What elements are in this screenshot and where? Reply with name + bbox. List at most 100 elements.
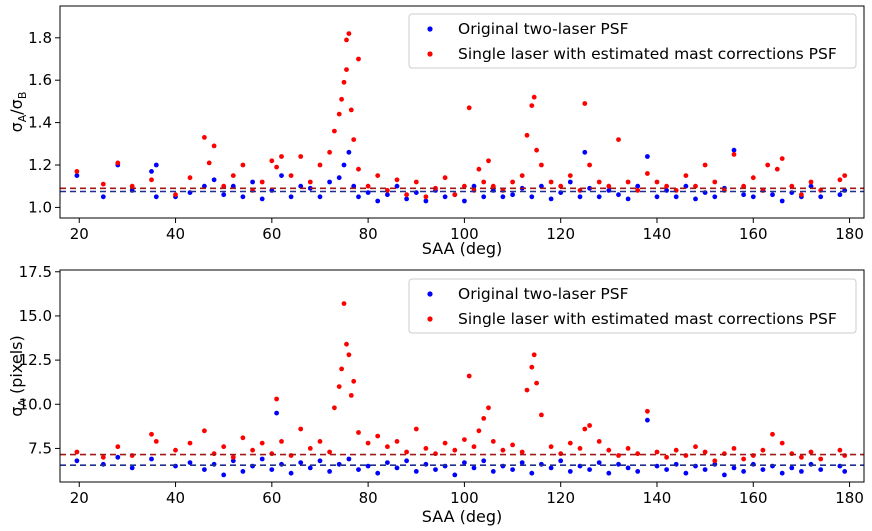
point-original-44 [548,465,554,471]
point-single-21 [317,439,323,444]
point-single-31 [351,137,357,143]
point-single-23 [332,405,337,411]
point-single-60 [577,446,583,451]
x-tick-label: 40 [166,225,185,243]
point-single-61 [567,173,573,179]
point-original-9 [202,183,207,189]
y-tick-label: 1.8 [28,29,52,47]
y-tick-label: 12.5 [19,351,52,369]
point-original-71 [770,192,775,198]
point-original-74 [842,469,848,474]
point-single-24 [336,111,342,117]
point-single-64 [587,162,592,168]
point-original-51 [616,461,621,467]
point-single-4 [149,431,154,437]
point-single-86 [789,183,795,189]
point-original-67 [731,147,737,153]
y-ticks-top: 1.0 1.2 1.4 1.6 1.8 [28,29,60,216]
point-original-61 [673,194,679,200]
point-original-72 [818,467,824,472]
x-tick-label: 80 [359,489,378,507]
point-single-82 [779,440,785,446]
point-original-63 [693,196,698,202]
point-original-10 [230,458,236,464]
point-original-42 [529,470,535,476]
point-single-8 [206,160,212,166]
point-single-57 [534,147,539,153]
point-single-80 [741,183,746,189]
point-original-21 [327,469,332,474]
point-original-41 [519,460,525,465]
y-tick-label: 15.0 [19,307,52,325]
point-original-32 [433,467,438,472]
point-single-81 [750,175,756,181]
point-original-42 [500,194,506,200]
point-single-25 [339,366,344,372]
point-single-37 [394,177,400,183]
x-tick-label: 120 [546,225,575,243]
point-original-2 [115,454,121,460]
plot-frame-bottom [59,269,865,483]
legend-top: Original two-laser PSF Single laser with… [408,13,857,69]
point-single-22 [327,149,332,155]
point-single-69 [654,449,660,455]
point-original-48 [587,467,592,472]
point-single-83 [765,162,771,168]
point-original-27 [356,194,361,200]
point-single-52 [510,179,515,185]
point-single-41 [452,447,458,453]
y-tick-label: 10.0 [19,395,52,413]
x-tick-label: 20 [70,489,89,507]
point-original-6 [187,460,193,465]
point-single-62 [587,423,592,428]
point-original-23 [346,456,352,462]
point-single-64 [606,447,612,453]
x-tick-label: 20 [70,225,89,243]
point-original-68 [741,192,746,198]
point-single-55 [534,380,539,386]
point-single-19 [298,426,304,432]
point-single-90 [837,177,843,183]
x-tick-label: 180 [835,489,864,507]
point-original-38 [490,469,496,474]
point-single-8 [202,428,207,434]
point-single-71 [654,179,660,185]
point-original-64 [741,469,746,474]
point-single-49 [500,447,506,453]
point-original-50 [606,470,612,476]
point-single-56 [531,94,537,100]
legend-box-top [408,13,857,69]
point-single-72 [664,183,669,189]
point-original-76 [818,194,824,200]
point-original-26 [375,470,381,476]
point-single-23 [332,128,337,134]
point-original-43 [510,192,515,198]
point-original-52 [587,185,592,191]
point-original-56 [625,196,631,202]
x-tick-label: 80 [359,225,378,243]
point-original-36 [471,465,477,471]
point-single-63 [582,101,588,106]
point-single-50 [510,442,515,448]
point-original-39 [471,183,477,189]
point-single-77 [731,446,737,451]
point-single-22 [327,449,332,455]
point-single-59 [548,179,554,185]
point-single-14 [259,179,265,185]
y-tick-label: 7.5 [28,439,52,457]
point-original-55 [616,192,621,198]
point-single-10 [221,444,227,450]
point-single-57 [548,444,554,450]
point-single-9 [211,143,217,149]
point-single-50 [490,183,496,189]
point-single-54 [531,352,537,358]
point-original-17 [288,470,294,476]
y-tick-label: 17.5 [19,263,52,281]
point-original-36 [442,194,448,200]
plot-frame-top [59,5,865,219]
point-single-2 [115,160,121,166]
legend-label-single-top: Single laser with estimated mast correct… [458,45,837,63]
point-single-26 [341,301,347,306]
point-original-3 [129,465,135,471]
